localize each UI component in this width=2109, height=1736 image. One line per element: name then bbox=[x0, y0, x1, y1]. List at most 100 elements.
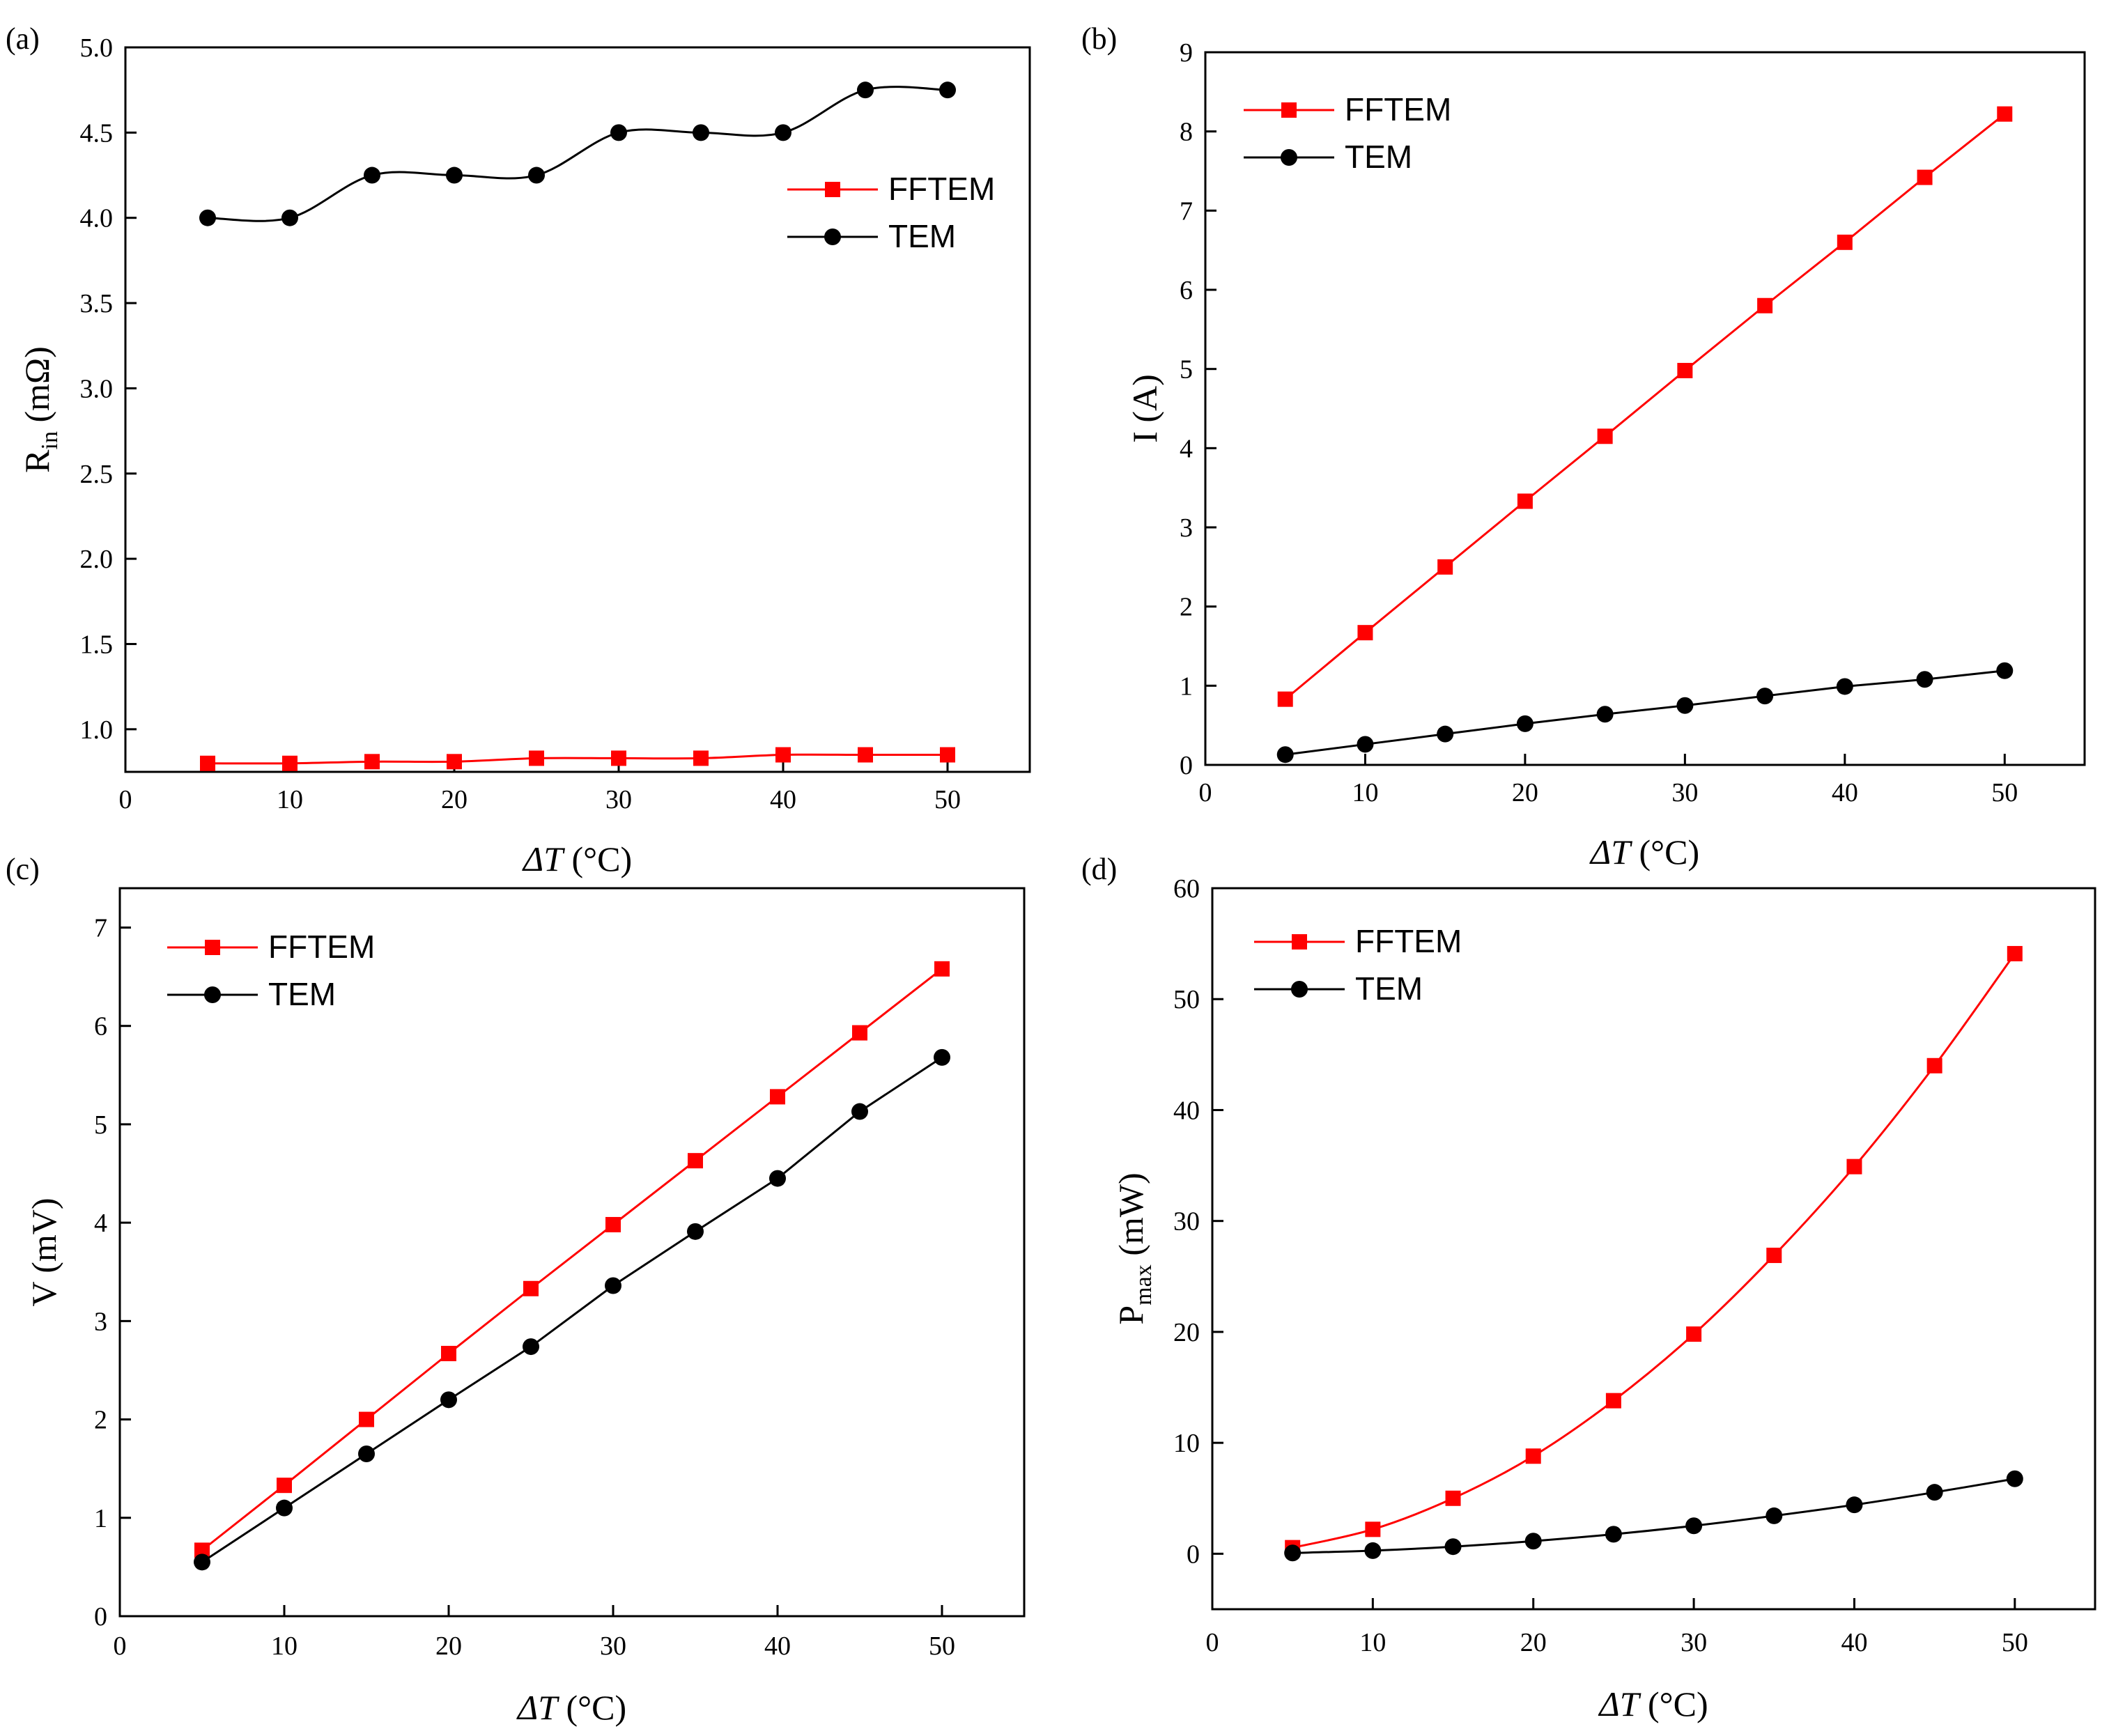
x-axis-label: ΔT (°C) bbox=[1589, 832, 1699, 871]
y-axis-label: V (mV) bbox=[24, 1198, 63, 1306]
data-point-fftem bbox=[934, 961, 950, 977]
data-point-fftem bbox=[1677, 362, 1693, 378]
plot-frame bbox=[1211, 887, 2096, 1611]
y-axis-label-main: I (A) bbox=[1125, 374, 1164, 443]
data-point-fftem bbox=[523, 1280, 539, 1296]
data-point-fftem bbox=[688, 1153, 703, 1169]
x-tick-label: 50 bbox=[1991, 778, 2018, 807]
y-tick-label: 2 bbox=[1180, 593, 1193, 622]
x-tick-label: 20 bbox=[435, 1632, 462, 1661]
legend-marker-tem bbox=[1281, 149, 1297, 166]
y-tick-label: 9 bbox=[1180, 38, 1193, 68]
panel-b: (b) 0 10 20 30 40 50 0 1 2 3 4 5 6 7 8 9 ΔT (°C) I (A) FFTE… bbox=[1081, 22, 2086, 871]
data-point-fftem bbox=[1517, 493, 1533, 509]
data-point-tem bbox=[1276, 746, 1294, 764]
x-tick-label: 0 bbox=[1206, 1628, 1219, 1657]
data-point-fftem bbox=[1525, 1448, 1541, 1464]
x-axis-label-unit: (°C) bbox=[557, 1688, 626, 1727]
data-point-tem bbox=[605, 1277, 621, 1294]
x-tick-label: 0 bbox=[114, 1632, 127, 1661]
y-axis-label-subscript: max bbox=[1131, 1264, 1157, 1305]
data-point-tem bbox=[1926, 1484, 1943, 1501]
series-line-fftem bbox=[201, 968, 943, 1551]
y-tick-label: 0 bbox=[1187, 1540, 1200, 1569]
data-point-fftem bbox=[1365, 1521, 1381, 1537]
y-tick-label: 6 bbox=[1180, 276, 1193, 305]
legend-marker-tem bbox=[1291, 981, 1308, 998]
x-axis-label-unit: (°C) bbox=[1630, 832, 1699, 871]
data-point-fftem bbox=[1926, 1057, 1942, 1074]
legend-marker-fftem bbox=[825, 182, 840, 197]
data-point-tem bbox=[1836, 678, 1853, 695]
y-tick-label: 1 bbox=[94, 1504, 107, 1533]
x-tick-label: 40 bbox=[764, 1632, 791, 1661]
y-axis-label-main: V (mV) bbox=[24, 1198, 63, 1306]
data-point-tem bbox=[1605, 1526, 1622, 1543]
data-point-fftem bbox=[1437, 559, 1453, 575]
legend-marker-fftem bbox=[1281, 102, 1297, 118]
panel-label: (a) bbox=[6, 22, 40, 56]
legend-label-tem: TEM bbox=[888, 218, 956, 254]
y-tick-label: 40 bbox=[1173, 1096, 1200, 1125]
x-tick-label: 30 bbox=[600, 1632, 626, 1661]
x-tick-label: 30 bbox=[605, 785, 632, 814]
y-axis-label: Pmax (mW) bbox=[1111, 1172, 1157, 1324]
data-point-tem bbox=[1284, 1544, 1301, 1562]
data-point-tem bbox=[199, 209, 216, 226]
y-tick-label: 7 bbox=[94, 913, 107, 943]
x-tick-label: 20 bbox=[1512, 778, 1538, 807]
y-axis-label-main: P bbox=[1111, 1305, 1150, 1325]
data-point-fftem bbox=[1597, 428, 1613, 444]
y-tick-label: 4 bbox=[1180, 434, 1193, 463]
data-point-tem bbox=[1676, 697, 1694, 714]
data-point-fftem bbox=[282, 755, 298, 771]
x-tick-label: 0 bbox=[119, 785, 132, 814]
data-point-fftem bbox=[1846, 1158, 1862, 1175]
y-tick-label: 5 bbox=[94, 1110, 107, 1140]
y-tick-label: 0 bbox=[94, 1602, 107, 1632]
data-point-fftem bbox=[775, 747, 791, 763]
y-tick-label: 5.0 bbox=[80, 33, 114, 63]
y-tick-label: 7 bbox=[1180, 196, 1193, 226]
y-tick-label: 8 bbox=[1180, 118, 1193, 147]
data-point-fftem bbox=[940, 747, 955, 763]
plot-frame bbox=[1204, 51, 2086, 766]
y-tick-label: 3.0 bbox=[80, 374, 114, 403]
y-tick-label: 4.5 bbox=[80, 118, 114, 148]
legend-marker-fftem bbox=[205, 940, 220, 955]
y-tick-label: 20 bbox=[1173, 1318, 1200, 1347]
y-axis-label-subscript: in bbox=[37, 431, 63, 449]
data-point-tem bbox=[1516, 715, 1534, 732]
data-point-tem bbox=[610, 124, 627, 141]
series-line-tem bbox=[207, 86, 948, 222]
data-point-tem bbox=[1357, 736, 1374, 753]
y-tick-label: 5 bbox=[1180, 355, 1193, 385]
data-point-fftem bbox=[770, 1089, 785, 1105]
data-point-tem bbox=[358, 1445, 375, 1462]
y-axis-label-unit: (mW) bbox=[1111, 1172, 1150, 1264]
data-point-fftem bbox=[1686, 1326, 1702, 1342]
legend-label-tem: TEM bbox=[1345, 139, 1412, 175]
series-line-fftem bbox=[1292, 953, 2016, 1549]
y-tick-label: 60 bbox=[1173, 874, 1200, 904]
data-point-fftem bbox=[1277, 691, 1293, 707]
x-tick-label: 10 bbox=[271, 1632, 298, 1661]
legend-marker-tem bbox=[204, 986, 221, 1003]
data-point-tem bbox=[1524, 1533, 1542, 1550]
panel-label: (c) bbox=[6, 852, 40, 886]
x-tick-label: 40 bbox=[770, 785, 796, 814]
x-tick-label: 30 bbox=[1671, 778, 1698, 807]
data-point-tem bbox=[769, 1170, 786, 1187]
y-axis-label-main: R bbox=[17, 449, 56, 473]
data-point-fftem bbox=[277, 1478, 292, 1494]
data-point-fftem bbox=[2007, 945, 2023, 961]
x-tick-label: 50 bbox=[929, 1632, 955, 1661]
data-point-tem bbox=[440, 1391, 457, 1409]
y-axis-label: I (A) bbox=[1125, 374, 1164, 443]
data-point-fftem bbox=[1757, 297, 1773, 313]
panel-label: (b) bbox=[1081, 22, 1117, 56]
data-point-tem bbox=[1996, 662, 2014, 679]
y-tick-label: 50 bbox=[1173, 985, 1200, 1014]
x-axis-label-unit: (°C) bbox=[563, 839, 632, 878]
data-point-fftem bbox=[1997, 106, 2013, 122]
